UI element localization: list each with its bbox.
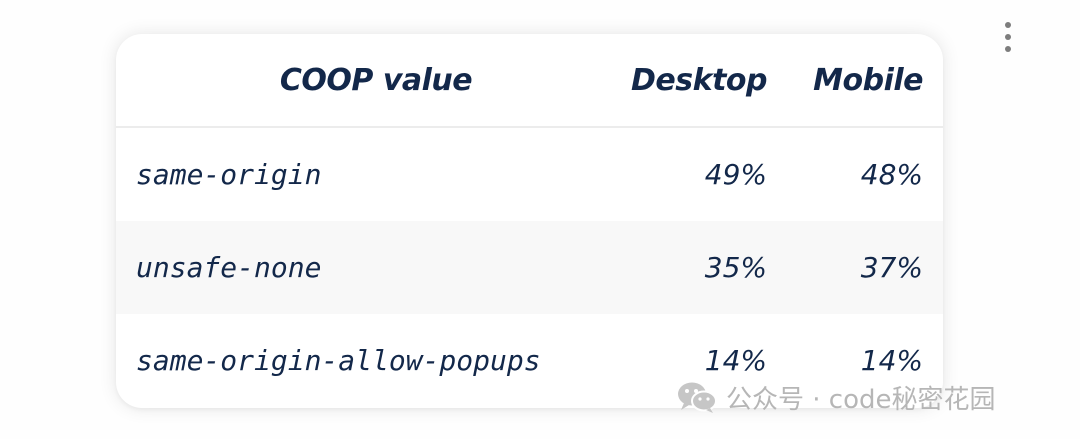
table-row: unsafe-none 35% 37% xyxy=(116,221,943,314)
coop-value-cell: same-origin-allow-popups xyxy=(136,344,541,377)
coop-value-cell: same-origin xyxy=(136,158,322,191)
table-row: same-origin 49% 48% xyxy=(116,127,943,221)
desktop-percent-cell: 35% xyxy=(596,221,769,314)
more-vertical-icon[interactable] xyxy=(1001,20,1015,54)
wechat-icon xyxy=(678,382,717,413)
desktop-percent-cell: 14% xyxy=(704,344,767,377)
table-header-row: COOP value Desktop Mobile xyxy=(116,34,943,128)
watermark: 公众号 · code秘密花园 xyxy=(676,378,996,416)
column-header-mobile: Mobile xyxy=(769,34,943,128)
coop-value-cell: unsafe-none xyxy=(116,221,596,314)
desktop-percent-cell: 49% xyxy=(704,158,767,191)
column-header-desktop: Desktop xyxy=(596,34,769,128)
mobile-percent-cell: 14% xyxy=(860,344,923,377)
watermark-text: 公众号 · code秘密花园 xyxy=(726,384,996,415)
table-row: same-origin-allow-popups 14% 14% xyxy=(116,314,943,407)
column-header-coop-value: COOP value xyxy=(116,34,596,128)
mobile-percent-cell: 37% xyxy=(769,221,943,314)
coop-stats-card: COOP value Desktop Mobile same-origin 49… xyxy=(116,34,943,408)
mobile-percent-cell: 48% xyxy=(860,158,923,191)
coop-table: COOP value Desktop Mobile same-origin 49… xyxy=(116,34,943,407)
